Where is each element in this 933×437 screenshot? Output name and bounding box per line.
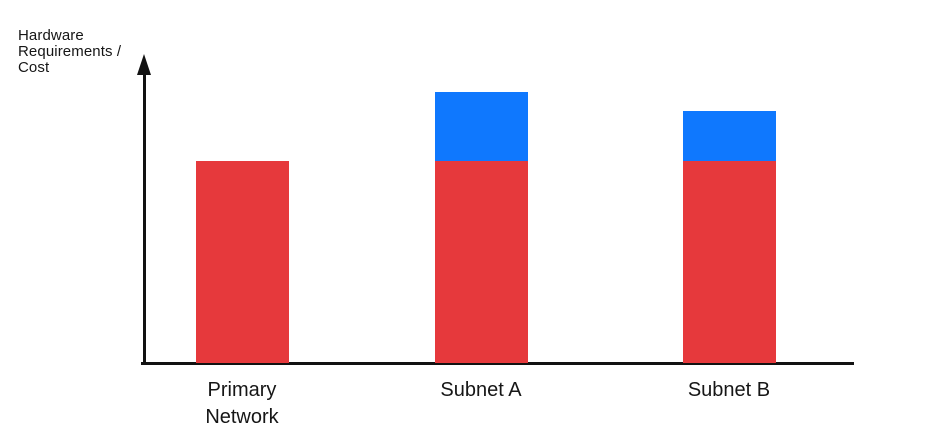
bar-segment-red-base-segment [195,161,289,363]
x-axis-category-label: Subnet A [440,379,522,401]
y-axis-title: Hardware Requirements / Cost [18,28,158,76]
bar-segment-red-base-segment [682,161,776,363]
bar-segment-red-base-segment [434,160,528,363]
x-axis-category-label: Primary Network [205,379,279,428]
y-axis-title-line: Requirements / [18,43,122,60]
bar-subnet-b [682,110,776,363]
bar-subnet-a [434,92,528,363]
y-axis-title-line: Hardware [18,27,84,44]
bar-segment-blue-top-segment [434,92,528,161]
x-axis-line [141,362,854,365]
y-axis-title-line: Cost [18,59,50,76]
x-axis-category-label: Subnet B [687,379,771,401]
y-axis-arrowhead-icon [137,54,151,75]
y-axis-line [143,66,146,365]
bar-primary-network [195,161,289,363]
bar-segment-blue-top-segment [682,110,776,161]
